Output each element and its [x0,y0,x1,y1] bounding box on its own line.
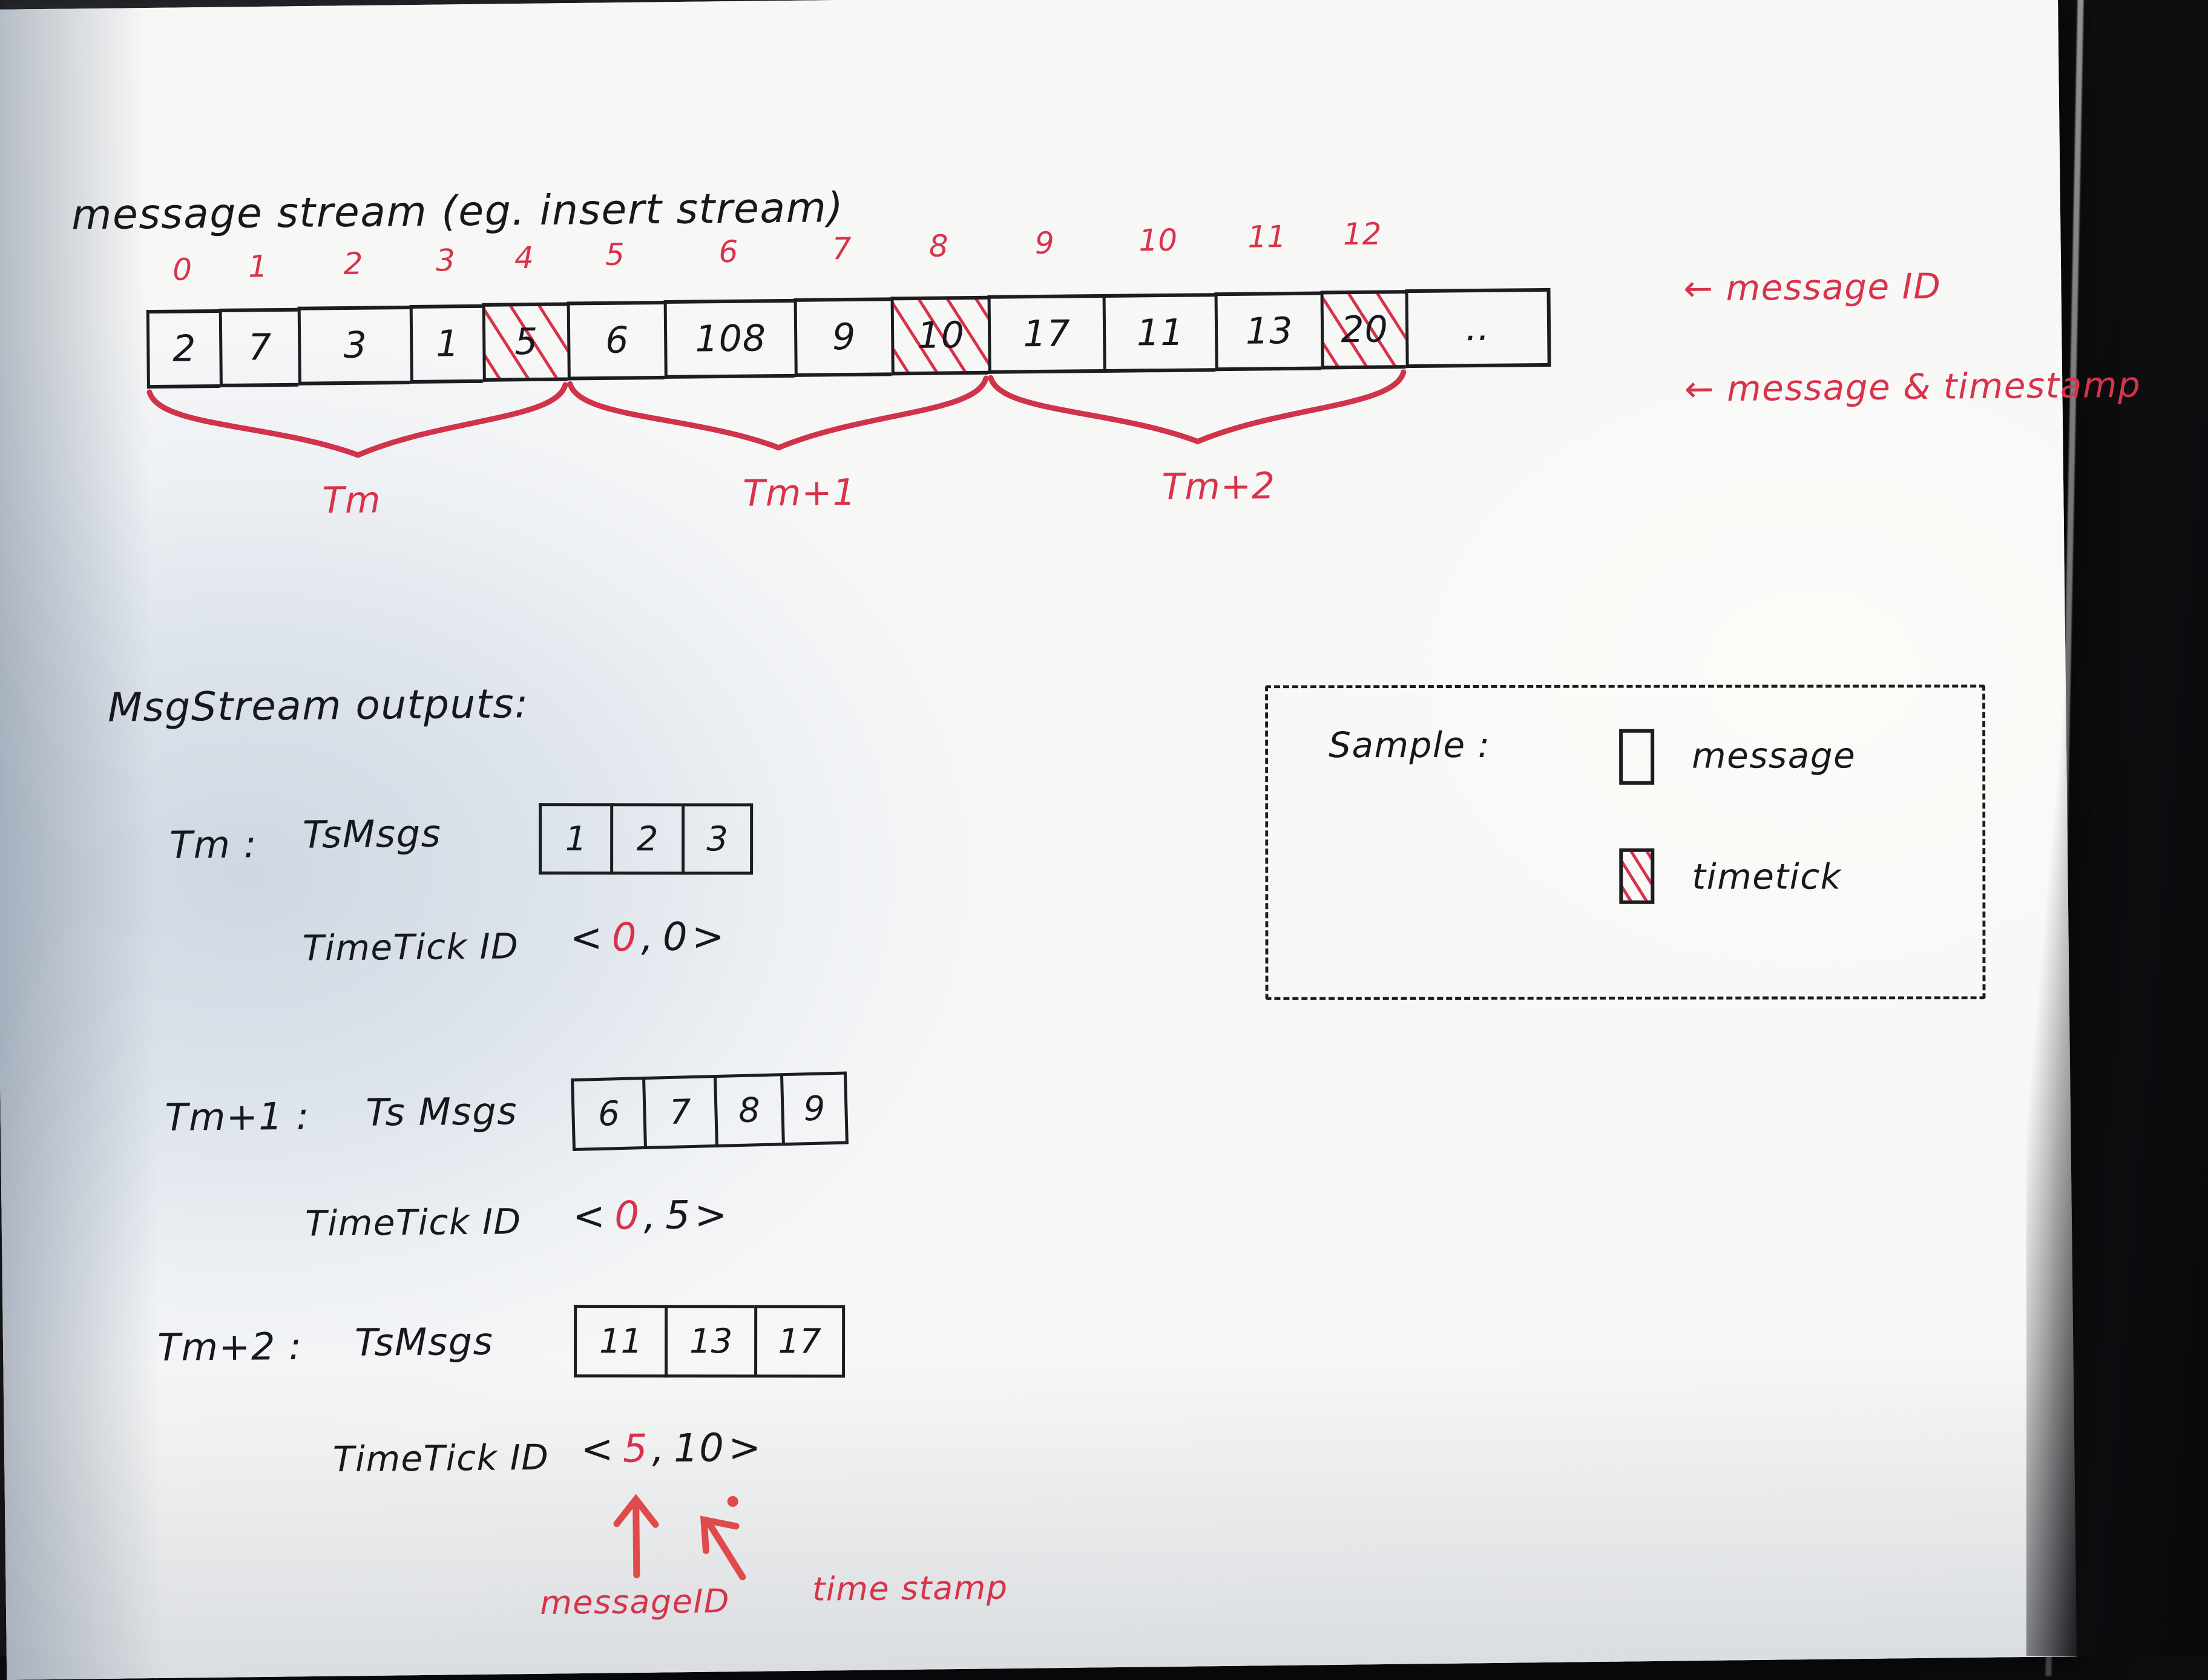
stream-index-label: 8 [928,228,948,264]
desk-right-edge [2026,0,2208,1656]
output-msgs-table: 11 13 17 [574,1305,846,1378]
output-timetick-label: TimeTick ID [302,925,519,969]
timetick-close: > [694,1192,729,1238]
stream-cell-message: 7 [218,307,298,387]
stream-brace [146,382,568,458]
annotation-message-id: ← message ID [1683,265,1942,309]
stream-brace-label: Tm [321,479,381,522]
output-msg-cell: 8 [713,1073,782,1148]
page-title: message stream (eg. insert stream) [71,184,844,240]
timetick-close: > [691,914,726,960]
stream-cell-timetick: 20 [1320,289,1406,370]
callout-timestamp: time stamp [812,1568,1008,1609]
stream-index-label: 4 [514,240,534,275]
output-timetick-value: <0, 0> [570,914,729,961]
stream-cell-message: 6 [567,300,665,381]
stream-index-label: 12 [1342,216,1382,252]
stream-cell-message: 17 [987,294,1103,375]
stream-index-label: 11 [1247,219,1287,255]
legend-heading: Sample : [1329,724,1491,766]
stream-index-label: 6 [718,234,738,269]
stream-brace [567,375,989,451]
timetick-ts: 0 [662,914,689,960]
output-group-name: Tm+2 : [157,1324,303,1370]
legend-swatch-timetick [1619,848,1655,904]
output-msg-cell: 7 [642,1075,715,1150]
output-msg-cell: 1 [539,803,611,875]
output-msg-cell: 11 [574,1305,665,1378]
output-timetick-label: TimeTick ID [304,1201,522,1244]
stream-brace [988,369,1407,445]
output-timetick-value: <5, 10> [580,1425,765,1472]
stream-cell-message: 2 [146,309,220,389]
output-msgs-label: TsMsgs [302,811,442,857]
stream-cell-message: 9 [794,297,892,378]
legend-label-timetick: timetick [1692,856,1842,897]
stream-cell-message: 1 [409,304,483,384]
output-msg-cell: 2 [610,803,682,875]
legend-swatch-message [1619,729,1655,785]
stream-cell-message: 11 [1102,292,1215,373]
timetick-ts: 5 [665,1193,691,1238]
output-msg-cell: 3 [682,803,754,875]
stream-cell-timetick: 5 [482,302,568,382]
timetick-id: 0 [611,915,638,960]
output-msg-cell: 6 [571,1077,645,1152]
callout-message-id: messageID [539,1581,731,1623]
output-group-name: Tm : [169,822,258,867]
stream-cell-timetick: 10 [890,296,988,376]
timetick-open: < [570,915,604,961]
stream-cell-message: 3 [297,306,410,386]
outputs-heading: MsgStream outputs: [107,680,530,731]
timetick-close: > [728,1425,762,1471]
stream-index-label: 7 [832,231,852,267]
stream-cell-message: 13 [1214,291,1321,371]
stream-index-label: 2 [343,246,363,281]
timetick-ts: 10 [673,1426,725,1471]
timetick-open: < [580,1426,615,1472]
timetick-comma: , [651,1426,666,1472]
stream-cell-message: 108 [663,298,795,379]
stream-index-label: 10 [1138,222,1178,258]
stream-index-label: 3 [435,243,456,278]
legend-label-message: message [1692,735,1856,776]
output-timetick-value: <0, 5> [573,1193,732,1239]
output-msgs-label: Ts Msgs [366,1089,518,1135]
stream-index-label: 9 [1034,225,1054,261]
timetick-id: 5 [622,1426,649,1472]
legend-box: Sample : message timetick [1265,684,1986,1000]
output-group-name: Tm+1 : [165,1094,310,1140]
annotation-message-timestamp: ← message & timestamp [1684,364,2141,410]
stream-index-label: 5 [605,237,625,272]
timetick-comma: , [640,915,655,960]
timetick-open: < [572,1193,606,1239]
output-msgs-label: TsMsgs [354,1319,494,1365]
stream-brace-label: Tm+2 [1162,465,1276,509]
output-timetick-label: TimeTick ID [332,1436,550,1480]
timetick-comma: , [643,1193,657,1239]
output-msg-cell: 9 [780,1071,849,1146]
stream-brace-label: Tm+1 [742,471,857,515]
timetick-id: 0 [614,1193,640,1239]
stream-cell-ellipsis: .. [1405,287,1551,368]
stream-index-label: 0 [172,252,192,287]
output-msg-cell: 17 [754,1305,846,1378]
stream-index-label: 1 [248,249,268,284]
output-msg-cell: 13 [665,1305,755,1378]
